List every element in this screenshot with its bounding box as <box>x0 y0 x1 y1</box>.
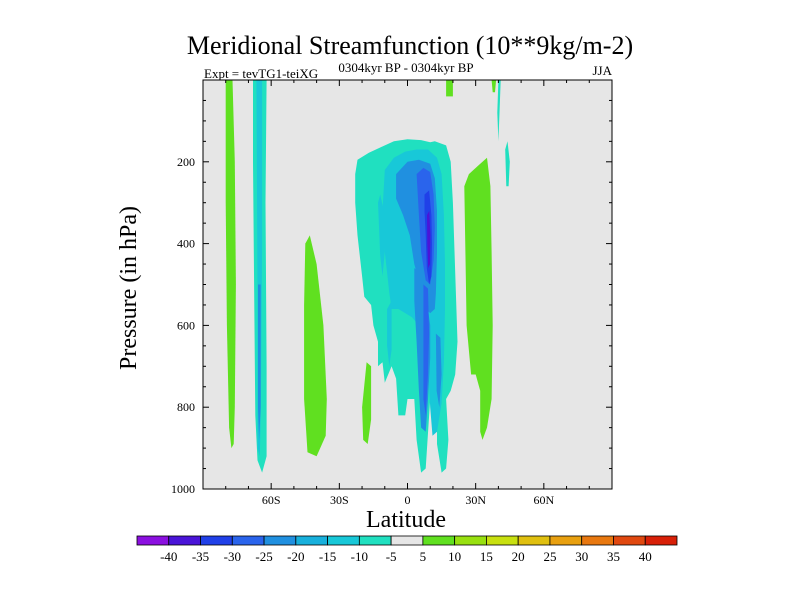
contour-region-10 <box>497 80 501 142</box>
colorbar-swatch <box>231 535 265 546</box>
x-axis: 60S 30S 0 30N 60N <box>202 80 613 507</box>
contour-region-11 <box>505 141 510 187</box>
contour-region-14 <box>387 300 392 367</box>
colorbar-swatch <box>136 535 170 546</box>
y-tick-label: 600 <box>177 318 195 332</box>
colorbar-label: 35 <box>607 549 620 564</box>
colorbar-label: -10 <box>351 549 368 564</box>
colorbar-label: 15 <box>480 549 493 564</box>
chart-title: Meridional Streamfunction (10**9kg/m-2) <box>187 31 633 60</box>
y-tick-label: 200 <box>177 155 195 169</box>
colorbar-swatch <box>644 535 678 546</box>
contour-region-7 <box>491 80 497 93</box>
colorbar-label: 10 <box>448 549 461 564</box>
chart-subtitle-right: JJA <box>592 63 612 78</box>
x-tick-label: 0 <box>405 493 411 507</box>
y-tick-label: 800 <box>177 400 195 414</box>
contour-region-13 <box>378 194 385 277</box>
contour-region-4 <box>304 235 327 457</box>
contour-region-0 <box>225 80 236 449</box>
contour-regions <box>225 80 510 473</box>
colorbar-label: -35 <box>192 549 209 564</box>
y-axis: 200 400 600 800 1000 <box>171 79 612 496</box>
contour-region-21 <box>427 210 431 269</box>
colorbar-label: -5 <box>386 549 397 564</box>
x-tick-label: 60N <box>533 493 554 507</box>
chart-subtitle-center: 0304kyr BP - 0304kyr BP <box>338 60 473 75</box>
colorbar-label: 25 <box>543 549 556 564</box>
colorbar-swatch <box>549 535 583 546</box>
y-tick-label: 400 <box>177 237 195 251</box>
colorbar-swatch <box>327 535 360 546</box>
colorbar-label: -15 <box>319 549 336 564</box>
colorbar: -40 -35 -30 -25 -20 -15 -10 -5 5 10 15 20 25 30 35 40 <box>136 535 678 564</box>
colorbar-label: 5 <box>420 549 427 564</box>
contour-region-19 <box>423 284 430 416</box>
contour-region-6 <box>446 80 453 97</box>
colorbar-label: 20 <box>512 549 525 564</box>
colorbar-swatch <box>517 535 551 546</box>
x-axis-label: Latitude <box>366 507 446 533</box>
colorbar-swatch <box>486 535 519 546</box>
colorbar-label: 40 <box>639 549 652 564</box>
colorbar-label: 30 <box>575 549 588 564</box>
colorbar-swatch <box>613 535 646 546</box>
x-tick-label: 30N <box>465 493 486 507</box>
colorbar-label: -20 <box>287 549 304 564</box>
contour-region-3 <box>258 284 261 440</box>
contour-region-17 <box>435 333 442 408</box>
colorbar-swatch <box>295 535 328 546</box>
colorbar-swatch <box>200 535 233 546</box>
colorbar-swatch <box>390 535 424 546</box>
y-axis-label: Pressure (in hPa) <box>116 206 142 370</box>
colorbar-label: -40 <box>160 549 177 564</box>
chart-subtitle-left: Expt = tevTG1-teiXG <box>204 66 318 81</box>
colorbar-swatch <box>168 535 201 546</box>
plot-area <box>202 79 613 490</box>
contour-region-8 <box>464 157 493 440</box>
colorbar-label: -30 <box>224 549 241 564</box>
colorbar-swatch <box>263 535 297 546</box>
colorbar-swatch <box>454 535 487 546</box>
colorbar-swatch <box>358 535 392 546</box>
x-tick-label: 30S <box>330 493 349 507</box>
x-tick-label: 60S <box>262 493 281 507</box>
colorbar-swatch <box>581 535 614 546</box>
colorbar-swatch <box>422 535 456 546</box>
y-tick-label: 1000 <box>171 482 195 496</box>
contour-region-5 <box>362 362 372 444</box>
colorbar-label: -25 <box>255 549 272 564</box>
